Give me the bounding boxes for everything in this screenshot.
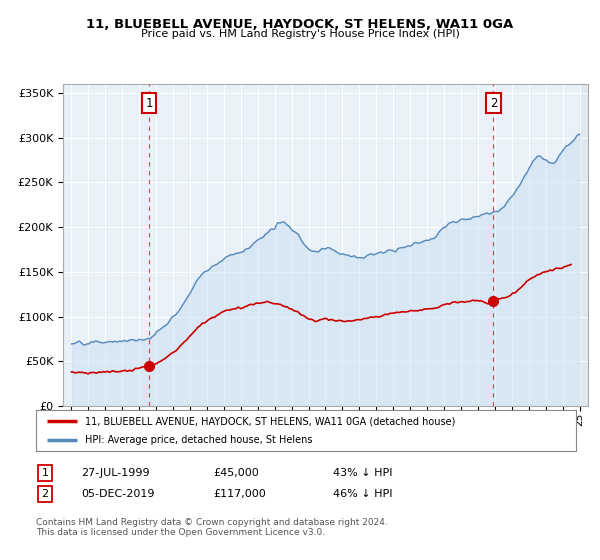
Text: 1: 1 <box>145 97 153 110</box>
Text: 43% ↓ HPI: 43% ↓ HPI <box>333 468 392 478</box>
Text: 27-JUL-1999: 27-JUL-1999 <box>81 468 149 478</box>
Text: Price paid vs. HM Land Registry's House Price Index (HPI): Price paid vs. HM Land Registry's House … <box>140 29 460 39</box>
Bar <box>580 84 588 406</box>
Text: 2: 2 <box>490 97 497 110</box>
Text: 05-DEC-2019: 05-DEC-2019 <box>81 489 155 499</box>
Text: 1: 1 <box>41 468 49 478</box>
Text: £117,000: £117,000 <box>213 489 266 499</box>
Text: 46% ↓ HPI: 46% ↓ HPI <box>333 489 392 499</box>
Text: Contains HM Land Registry data © Crown copyright and database right 2024.
This d: Contains HM Land Registry data © Crown c… <box>36 518 388 538</box>
Text: 11, BLUEBELL AVENUE, HAYDOCK, ST HELENS, WA11 0GA (detached house): 11, BLUEBELL AVENUE, HAYDOCK, ST HELENS,… <box>85 417 455 426</box>
Text: £45,000: £45,000 <box>213 468 259 478</box>
Text: 11, BLUEBELL AVENUE, HAYDOCK, ST HELENS, WA11 0GA: 11, BLUEBELL AVENUE, HAYDOCK, ST HELENS,… <box>86 18 514 31</box>
Text: HPI: Average price, detached house, St Helens: HPI: Average price, detached house, St H… <box>85 435 312 445</box>
Text: 2: 2 <box>41 489 49 499</box>
